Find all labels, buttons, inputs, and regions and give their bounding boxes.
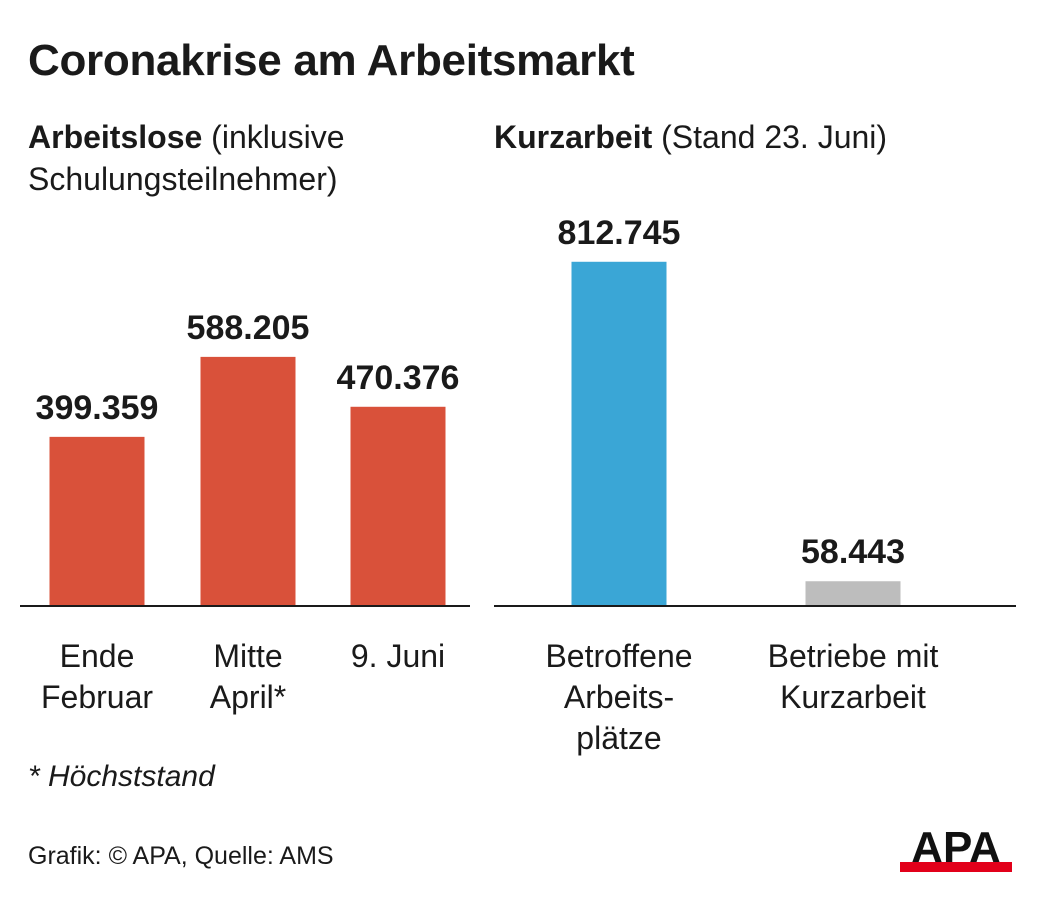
chart-title: Coronakrise am Arbeitsmarkt xyxy=(28,36,635,85)
arbeitslose-value-label-1: 588.205 xyxy=(187,309,310,347)
arbeitslose-category-label-0-1: Februar xyxy=(41,679,153,715)
left-subtitle-rest: (inklusive Schulungsteilnehmer) xyxy=(28,119,345,197)
arbeitslose-category-label-1-1: April* xyxy=(210,679,286,715)
kurzarbeit-category-label-0-0: Betroffene xyxy=(545,638,692,674)
kurzarbeit-category-label-1-0: Betriebe mit xyxy=(768,638,939,674)
arbeitslose-bar-0 xyxy=(49,436,145,606)
source-credit: Grafik: © APA, Quelle: AMS xyxy=(28,842,334,870)
arbeitslose-category-label-0-0: Ende xyxy=(60,638,135,674)
kurzarbeit-category-label-0-2: plätze xyxy=(576,720,661,756)
apa-logo: APA xyxy=(900,826,1012,872)
right-subtitle-rest: (Stand 23. Juni) xyxy=(652,119,888,155)
kurzarbeit-category-label-1-1: Kurzarbeit xyxy=(780,679,926,715)
arbeitslose-bar-1 xyxy=(200,356,296,606)
right-subtitle: Kurzarbeit (Stand 23. Juni) xyxy=(494,116,1014,158)
footnote: * Höchststand xyxy=(28,760,215,793)
right-subtitle-bold: Kurzarbeit xyxy=(494,119,653,155)
arbeitslose-value-label-0: 399.359 xyxy=(36,389,159,427)
arbeitslose-category-label-2-0: 9. Juni xyxy=(351,638,445,674)
arbeitslose-category-label-1-0: Mitte xyxy=(213,638,282,674)
arbeitslose-bar-2 xyxy=(350,406,446,606)
kurzarbeit-value-label-0: 812.745 xyxy=(558,214,681,252)
kurzarbeit-bar-0 xyxy=(571,261,667,606)
kurzarbeit-bar-1 xyxy=(805,581,901,606)
arbeitslose-value-label-2: 470.376 xyxy=(337,359,460,397)
kurzarbeit-value-label-1: 58.443 xyxy=(801,533,905,571)
apa-logo-bar xyxy=(900,862,1012,872)
left-subtitle: Arbeitslose (inklusive Schulungsteilnehm… xyxy=(28,116,448,200)
left-subtitle-bold: Arbeitslose xyxy=(28,119,203,155)
kurzarbeit-category-label-0-1: Arbeits- xyxy=(564,679,674,715)
